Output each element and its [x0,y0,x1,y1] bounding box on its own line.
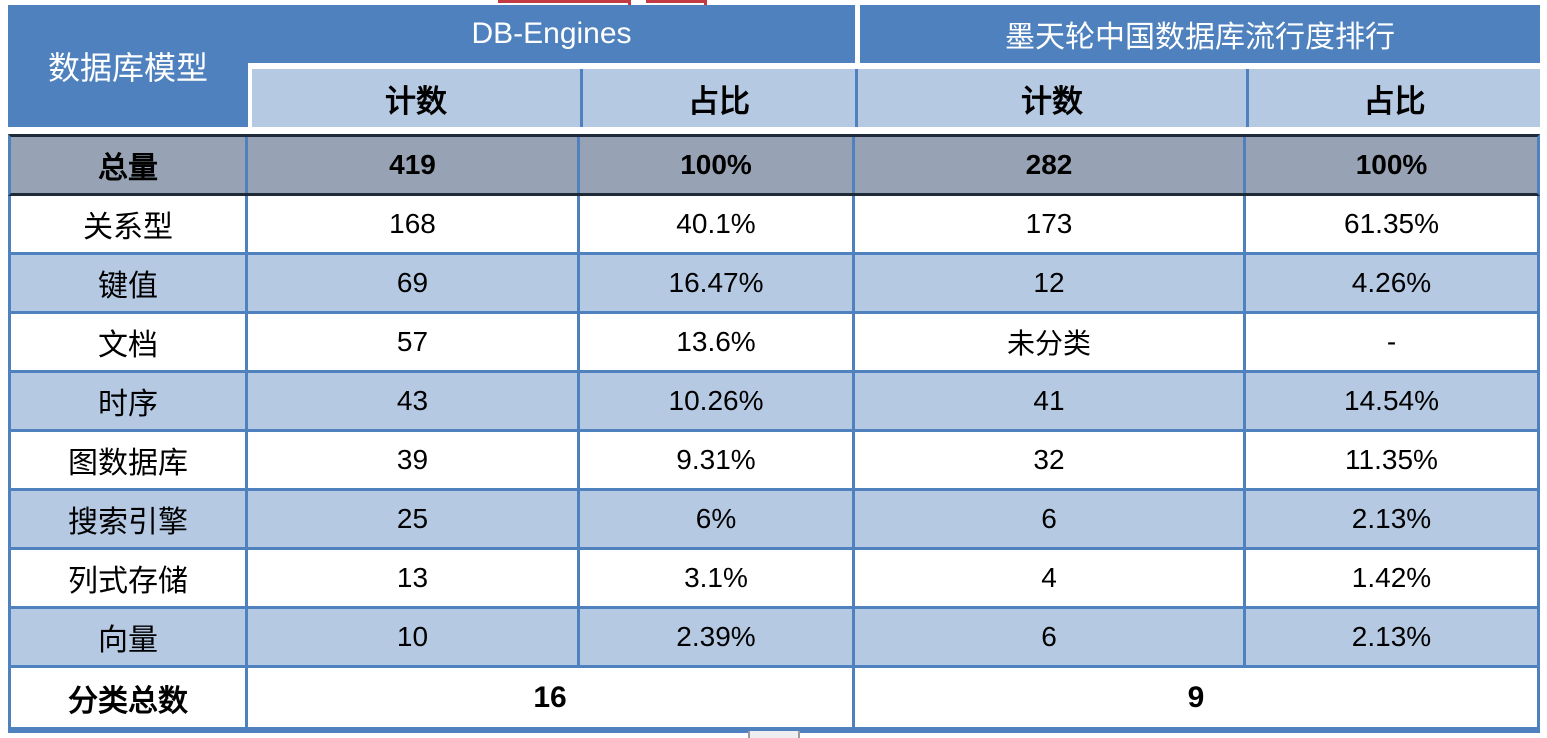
corner-header-cell: 数据库模型 [8,5,248,127]
cell-dbengines-share: 3.1% [580,550,855,606]
header-right-block: DB-Engines 墨天轮中国数据库流行度排行 计数 占比 计数 占比 [248,5,1540,127]
cell-dbengines-count: 39 [248,432,580,488]
group-header-motianlun: 墨天轮中国数据库流行度排行 [860,5,1540,63]
cell-dbengines-share: 100% [580,137,855,193]
cell-dbengines-category-total: 16 [248,668,855,727]
table-row: 向量 10 2.39% 6 2.13% [8,609,1540,668]
cell-motianlun-count: 未分类 [855,314,1246,370]
subheader-dbengines-share: 占比 [580,69,855,127]
table-row: 列式存储 13 3.1% 4 1.42% [8,550,1540,609]
subheader-dbengines-count: 计数 [252,69,580,127]
cell-motianlun-count: 32 [855,432,1246,488]
cell-motianlun-share: 2.13% [1351,503,1432,534]
header-body-gap [8,127,1540,134]
table-row: 文档 57 13.6% 未分类 - [8,314,1540,373]
group-header-motianlun-label: 墨天轮中国数据库流行度排行 [1005,21,1395,54]
cell-motianlun-share: 2.13% [1351,621,1432,652]
scrollbar-thumb[interactable] [748,731,800,738]
cell-dbengines-share: 13.6% [580,314,855,370]
row-label: 时序 [11,373,248,429]
table-row: 键值 69 16.47% 12 4.26% [8,255,1540,314]
cell-dbengines-share: 40.1% [580,196,855,252]
cell-dbengines-count: 57 [248,314,580,370]
red-underline-tick [704,0,707,7]
cell-motianlun-category-total: 9 [1187,680,1205,714]
cell-dbengines-count: 69 [248,255,580,311]
cell-dbengines-count: 168 [248,196,580,252]
cell-dbengines-count: 13 [248,550,580,606]
database-model-comparison-table: 数据库模型 DB-Engines 墨天轮中国数据库流行度排行 计数 占比 计数 … [8,5,1540,733]
row-label: 键值 [11,255,248,311]
row-label: 搜索引擎 [11,491,248,547]
table-row: 搜索引擎 25 6% 6 2.13% [8,491,1540,550]
cell-motianlun-share: - [1386,326,1397,357]
group-header-band: DB-Engines 墨天轮中国数据库流行度排行 [248,5,1540,63]
cell-dbengines-share: 6% [580,491,855,547]
cell-dbengines-count: 25 [248,491,580,547]
header-gap [248,63,1540,69]
cell-dbengines-share: 2.39% [580,609,855,665]
cell-motianlun-count: 282 [855,137,1246,193]
red-underline-artifact [498,0,630,3]
row-label: 总量 [11,137,248,193]
table-row: 关系型 168 40.1% 173 61.35% [8,196,1540,255]
table-header: 数据库模型 DB-Engines 墨天轮中国数据库流行度排行 计数 占比 计数 … [8,5,1540,127]
cell-dbengines-count: 10 [248,609,580,665]
cell-dbengines-count: 419 [248,137,580,193]
row-label: 向量 [11,609,248,665]
subheader-motianlun-share: 占比 [1246,69,1540,127]
red-underline-tick [628,0,631,7]
cell-motianlun-share: 14.54% [1344,385,1439,416]
row-label: 文档 [11,314,248,370]
cell-motianlun-count: 41 [855,373,1246,429]
cell-motianlun-count: 6 [855,491,1246,547]
cell-dbengines-share: 10.26% [580,373,855,429]
cell-motianlun-count: 4 [855,550,1246,606]
row-label: 分类总数 [11,668,248,727]
table-bottom-border [8,727,1540,733]
row-label: 列式存储 [11,550,248,606]
cell-dbengines-share: 16.47% [580,255,855,311]
cell-motianlun-share: 1.42% [1351,562,1432,593]
cell-dbengines-count: 43 [248,373,580,429]
cell-motianlun-share: 61.35% [1344,208,1439,239]
group-header-dbengines-label: DB-Engines [471,17,632,50]
group-header-dbengines: DB-Engines [248,5,855,63]
cell-motianlun-share: 100% [1355,149,1428,180]
corner-header-label: 数据库模型 [47,50,208,86]
table-row: 时序 43 10.26% 41 14.54% [8,373,1540,432]
cell-motianlun-count: 12 [855,255,1246,311]
row-label: 关系型 [11,196,248,252]
cell-motianlun-share: 11.35% [1345,444,1438,475]
cell-motianlun-count: 173 [855,196,1246,252]
table-row-total: 总量 419 100% 282 100% [8,134,1540,196]
subheader-band: 计数 占比 计数 占比 [248,69,1540,127]
group-header-divider [855,5,860,63]
cell-motianlun-share: 4.26% [1351,267,1432,298]
table-row: 图数据库 39 9.31% 32 11.35% [8,432,1540,491]
table-row-summary: 分类总数 16 9 [8,668,1540,727]
cell-motianlun-count: 6 [855,609,1246,665]
row-label: 图数据库 [11,432,248,488]
subheader-motianlun-count: 计数 [855,69,1246,127]
cell-dbengines-share: 9.31% [580,432,855,488]
red-underline-artifact [646,0,706,3]
